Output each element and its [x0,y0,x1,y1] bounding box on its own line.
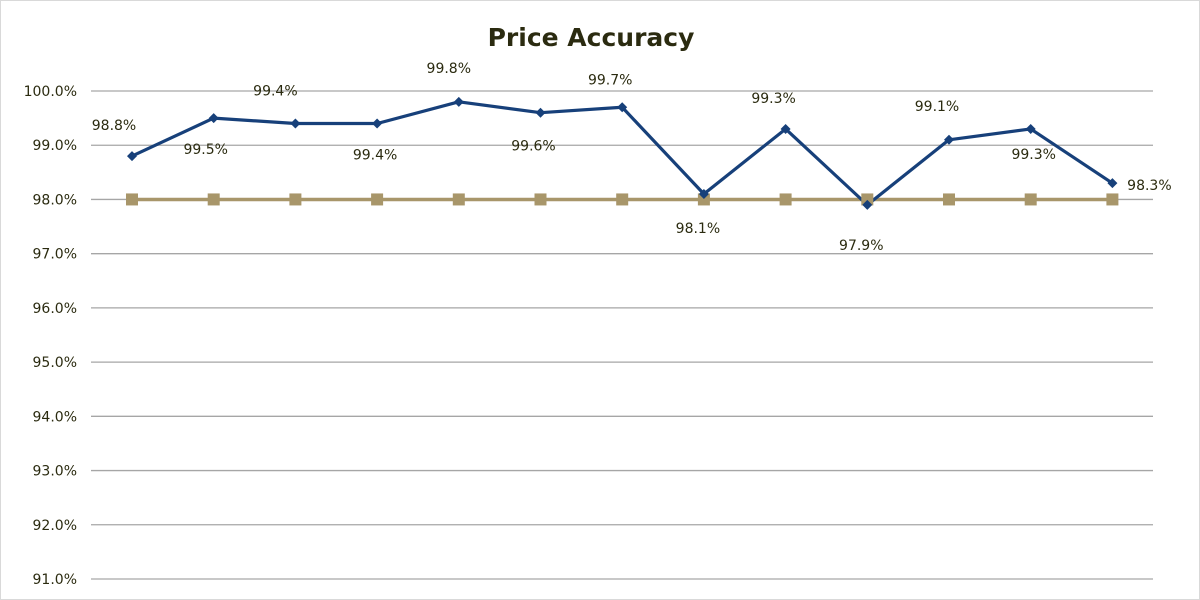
accuracy-series-marker [127,151,137,162]
y-tick-label: 99.0% [33,138,77,154]
y-tick-label: 95.0% [33,355,77,371]
target-series-marker [1106,193,1119,206]
target-series-marker [861,193,874,206]
y-tick-label: 91.0% [33,572,77,588]
data-label: 99.4% [253,84,297,100]
accuracy-series-marker [1025,123,1036,134]
y-tick-label: 94.0% [33,409,77,425]
data-label: 99.6% [511,139,555,155]
data-label: 98.1% [676,221,720,237]
accuracy-series-marker [780,123,791,134]
target-series-marker [126,193,138,206]
data-label: 98.8% [92,118,136,134]
accuracy-series-marker [208,113,219,124]
data-label: 99.3% [1011,147,1055,163]
data-label: 99.8% [427,61,471,77]
accuracy-series-line [131,100,1114,207]
target-series-marker [207,193,220,206]
accuracy-series-marker [453,96,464,107]
target-series-marker [697,193,710,206]
data-label: 99.3% [751,91,795,107]
data-label: 99.7% [588,72,632,88]
series-markers [126,96,1119,210]
y-tick-label: 93.0% [33,464,77,480]
target-series-marker [289,193,302,206]
accuracy-series-marker [617,102,628,113]
accuracy-series-marker [1107,178,1118,189]
data-label: 99.4% [353,148,397,164]
data-labels: 98.8% 99.5% 99.4% 99.4% 99.8% 99.6% 99.7% 98.1%… [92,61,1172,254]
data-label: 99.1% [915,99,959,115]
chart-title: Price Accuracy [487,23,695,52]
series-lines [131,100,1114,207]
data-label: 99.5% [183,142,227,158]
gridlines [91,90,1153,580]
target-series-marker [534,193,547,206]
y-axis-tick-labels: 91.0% 92.0% 93.0% 94.0% 95.0% 96.0% 97.0% 98.0%… [24,84,77,588]
target-series-marker [779,193,792,206]
target-series-marker [452,193,465,206]
accuracy-series-marker [862,199,873,210]
y-tick-label: 100.0% [24,84,77,100]
accuracy-series-marker [290,118,301,129]
data-label: 98.3% [1127,178,1171,194]
y-tick-label: 96.0% [33,301,77,317]
y-tick-label: 92.0% [33,518,77,534]
data-label: 97.9% [839,238,883,254]
accuracy-series-marker [372,118,383,129]
accuracy-series-marker [698,189,709,200]
y-tick-label: 97.0% [33,247,77,263]
target-series-marker [943,193,955,206]
target-series-marker [1024,193,1037,206]
target-series-marker [371,193,384,206]
target-series-marker [616,193,629,206]
accuracy-series-marker [535,107,546,118]
y-tick-label: 98.0% [33,192,77,208]
accuracy-series-marker [944,134,954,145]
